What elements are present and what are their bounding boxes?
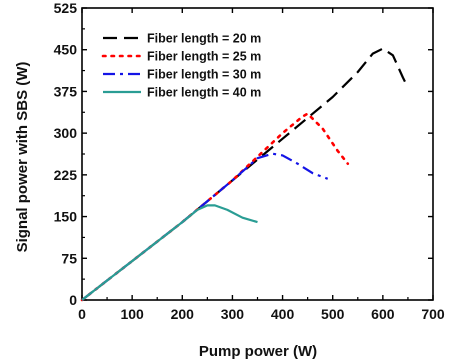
legend: Fiber length = 20 m Fiber length = 25 m Fi…: [103, 32, 261, 100]
x-tick-label: 700: [421, 306, 445, 322]
legend-label-4: Fiber length = 40 m: [147, 86, 261, 100]
series-line-2: [82, 114, 348, 300]
x-tick-label: 600: [371, 306, 395, 322]
y-axis-title: Signal power with SBS (W): [14, 62, 31, 253]
y-tick-label: 225: [54, 167, 78, 183]
series-line-3: [82, 154, 328, 300]
y-tick-label: 75: [61, 250, 77, 266]
x-tick-label: 300: [221, 306, 245, 322]
x-tick-label: 100: [120, 306, 144, 322]
y-tick-label: 150: [54, 209, 78, 225]
series-line-4: [82, 205, 258, 300]
y-tick-label: 375: [54, 83, 78, 99]
y-tick-label: 450: [54, 42, 78, 58]
legend-label-3: Fiber length = 30 m: [147, 68, 261, 82]
axes: 0 100 200 300 400 500 600 700 0 75 150 225 300 375 450…: [54, 0, 445, 322]
x-tick-label: 200: [171, 306, 195, 322]
y-tick-label: 300: [54, 125, 78, 141]
legend-label-1: Fiber length = 20 m: [147, 32, 261, 46]
x-axis-title: Pump power (W): [199, 343, 317, 360]
y-tick-label: 0: [69, 292, 77, 308]
y-tick-label: 525: [54, 0, 78, 16]
legend-label-2: Fiber length = 25 m: [147, 50, 261, 64]
x-tick-label: 400: [271, 306, 295, 322]
x-tick-label: 0: [78, 306, 86, 322]
x-tick-label: 500: [321, 306, 345, 322]
